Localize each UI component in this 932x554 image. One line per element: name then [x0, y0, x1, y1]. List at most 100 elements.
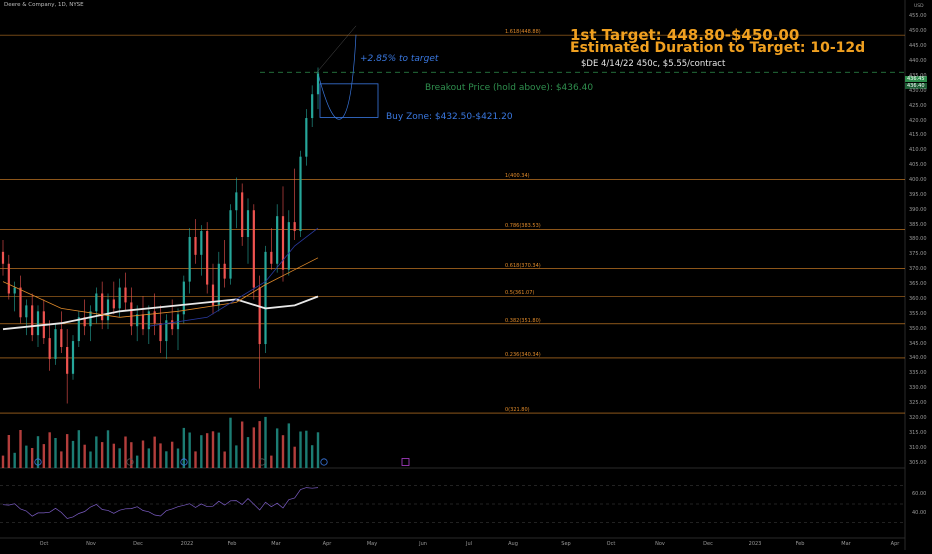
rsi-tick: 40.00 — [912, 509, 927, 516]
price-tick: 415.00 — [909, 132, 927, 139]
candle-body — [124, 287, 127, 303]
candle-body — [223, 263, 226, 279]
volume-bar — [165, 451, 168, 468]
volume-bar — [217, 432, 221, 468]
last-price-tag: 436.45 — [905, 76, 927, 82]
fib-label: 0.382(351.80) — [505, 317, 541, 324]
candle-body — [188, 236, 191, 282]
candle-body — [54, 329, 57, 359]
volume-bar — [30, 448, 34, 468]
pct-to-target: +2.85% to target — [360, 54, 439, 64]
volume-bar — [1, 455, 5, 468]
price-tick: 375.00 — [909, 251, 927, 258]
candle-body — [252, 210, 255, 288]
candle-body — [270, 251, 273, 264]
price-tick: 340.00 — [909, 355, 927, 362]
candle-body — [1, 251, 5, 264]
volume-bar — [7, 435, 11, 468]
price-tick: 315.00 — [909, 429, 927, 436]
candle-body — [211, 284, 215, 306]
volume-bar — [223, 451, 226, 468]
price-tick: 450.00 — [909, 28, 927, 35]
candle-body — [159, 323, 162, 342]
event-marker — [258, 458, 266, 466]
candle-body — [264, 251, 267, 345]
volume-bar — [71, 440, 75, 468]
candle-body — [165, 320, 168, 342]
volume-bar — [176, 448, 180, 468]
time-tick: Dec — [133, 541, 143, 547]
candle-body — [89, 311, 92, 327]
time-tick: Oct — [39, 541, 49, 547]
candle-body — [118, 287, 121, 309]
event-marker — [180, 458, 188, 466]
last-price-alt-tag: 436.40 — [905, 83, 927, 89]
volume-bar — [153, 436, 156, 468]
price-tick: 440.00 — [909, 58, 927, 65]
event-marker — [126, 458, 134, 466]
volume-bar — [305, 430, 308, 468]
volume-bar — [36, 436, 40, 468]
volume-bar — [147, 448, 151, 468]
candle-body — [7, 263, 10, 294]
price-tick: 305.00 — [909, 459, 927, 466]
price-tick: 405.00 — [909, 162, 927, 169]
candle-body — [316, 73, 320, 95]
candle-body — [281, 216, 285, 270]
event-marker — [34, 458, 42, 466]
candle-body — [235, 192, 238, 211]
price-tick: 410.00 — [909, 147, 927, 154]
candle-body — [95, 293, 98, 312]
time-tick: Nov — [655, 541, 665, 547]
candle-body — [311, 94, 314, 119]
volume-bar — [182, 427, 186, 468]
candle-body — [171, 320, 174, 330]
price-tick: 385.00 — [909, 221, 927, 228]
candle-body — [106, 299, 110, 321]
price-tick: 390.00 — [909, 206, 927, 213]
fib-label: 0.618(370.34) — [505, 262, 541, 269]
candle-body — [182, 281, 185, 315]
price-tick: 370.00 — [909, 266, 927, 273]
price-tick: 345.00 — [909, 340, 927, 347]
volume-bar — [77, 430, 81, 468]
candle-body — [101, 293, 104, 321]
candle-body — [217, 263, 220, 306]
price-tick: 320.00 — [909, 414, 927, 421]
volume-bar — [89, 451, 92, 468]
candle-body — [19, 287, 22, 318]
fib-label: 0.5(361.07) — [505, 290, 535, 297]
volume-bar — [211, 431, 215, 468]
time-tick: 2023 — [748, 541, 762, 547]
volume-bar — [310, 445, 314, 468]
price-tick: 335.00 — [909, 370, 927, 377]
candle-body — [246, 210, 250, 237]
volume-bar — [246, 437, 250, 468]
price-tick: 455.00 — [909, 13, 927, 20]
volume-bar — [13, 452, 16, 468]
price-tick: 360.00 — [909, 295, 927, 302]
volume-bar — [275, 428, 279, 468]
price-tick: 445.00 — [909, 43, 927, 50]
rsi-line — [2, 487, 319, 519]
fib-label: 0(321.80) — [505, 407, 530, 414]
breakout-label: Breakout Price (hold above): $436.40 — [425, 83, 594, 93]
volume-bar — [287, 423, 291, 468]
time-tick: Apr — [322, 541, 332, 547]
volume-bar — [118, 448, 121, 468]
time-tick: 2022 — [180, 541, 194, 547]
volume-bar — [60, 451, 63, 468]
candle-body — [66, 347, 69, 374]
time-tick: Dec — [703, 541, 713, 547]
volume-bar — [229, 417, 232, 468]
volume-bar — [281, 435, 285, 468]
candle-body — [31, 305, 34, 336]
candle-body — [293, 222, 296, 232]
candle-body — [305, 118, 308, 157]
candle-body — [130, 302, 133, 327]
volume-bar — [159, 443, 162, 468]
price-tick: 310.00 — [909, 444, 927, 451]
candle-body — [276, 216, 279, 264]
target-title: 1st Target: 448.80-$450.00 — [570, 26, 800, 44]
